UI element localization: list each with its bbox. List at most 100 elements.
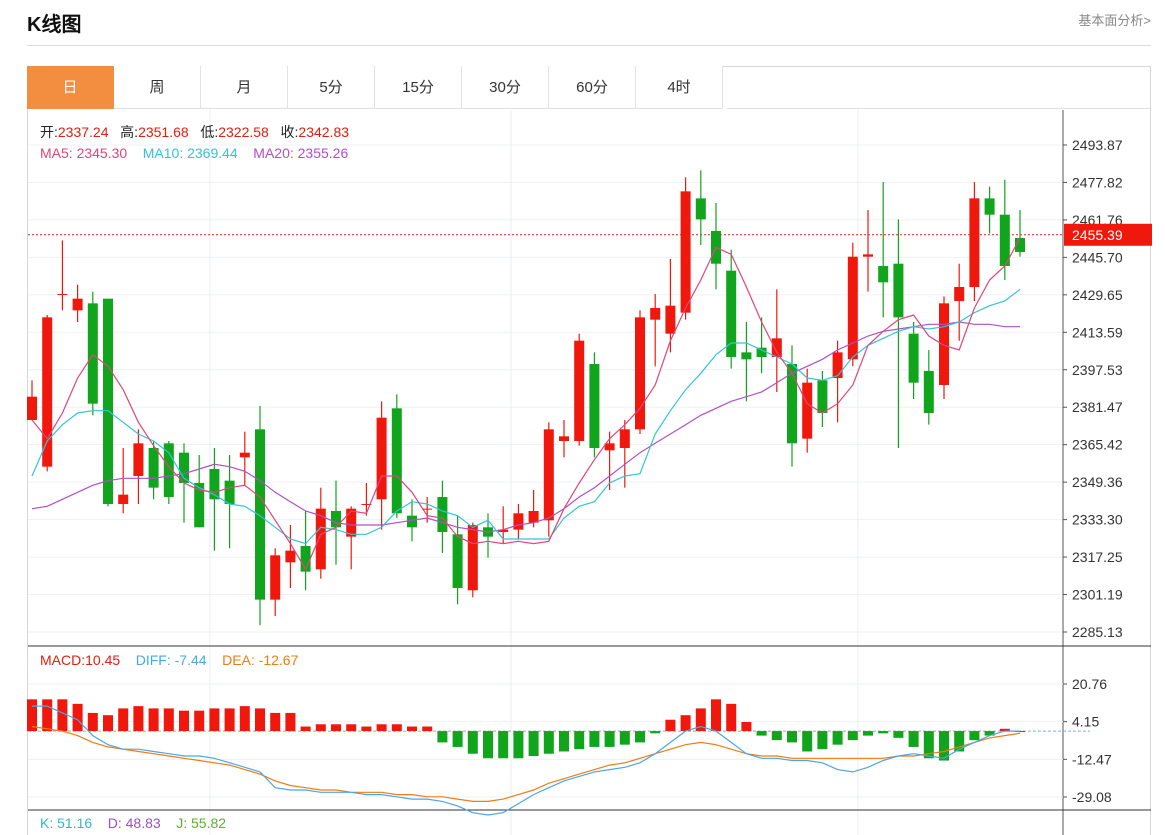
macd-bar — [589, 731, 600, 747]
price-tick-label: 2493.87 — [1072, 137, 1123, 153]
macd-tick-label: -29.08 — [1072, 789, 1112, 805]
macd-bar — [194, 710, 205, 732]
candle-body — [72, 298, 83, 311]
candle-body — [376, 417, 387, 500]
price-tick-label: 2381.47 — [1072, 399, 1123, 415]
candle-body — [923, 371, 934, 413]
tab-month[interactable]: 月 — [201, 66, 288, 109]
page-title: K线图 — [27, 14, 82, 36]
candle-body — [863, 254, 873, 257]
tab-60min[interactable]: 60分 — [549, 66, 636, 109]
candle-body — [741, 352, 752, 360]
dea-value: -12.67 — [258, 652, 299, 668]
tab-5min[interactable]: 5分 — [288, 66, 375, 109]
candle-body — [604, 443, 615, 451]
fundamentals-link[interactable]: 基本面分析> — [1078, 13, 1151, 28]
diff-line — [32, 705, 1020, 816]
macd-bar — [422, 726, 433, 732]
candle-body — [999, 214, 1010, 267]
candle-body — [893, 263, 904, 318]
d-label: D: — [107, 815, 122, 831]
price-tick-label: 2301.19 — [1072, 587, 1123, 603]
macd-bar — [315, 724, 326, 732]
price-tick-label: 2349.36 — [1072, 474, 1123, 490]
tab-15min[interactable]: 15分 — [375, 66, 462, 109]
dea-line — [31, 725, 1021, 803]
macd-bar — [452, 731, 463, 747]
candle-body — [361, 503, 372, 505]
candle-body — [498, 529, 509, 532]
candle-body — [756, 347, 767, 358]
macd-bar — [407, 726, 417, 732]
macd-bar — [559, 731, 569, 752]
j-label: J: — [176, 815, 188, 831]
tab-4hour[interactable]: 4时 — [636, 66, 723, 109]
candle-body — [300, 545, 311, 572]
candle-body — [908, 333, 919, 383]
macd-bar — [969, 731, 980, 741]
candle-body — [103, 298, 113, 504]
macd-bar — [27, 699, 37, 732]
macd-bar — [148, 708, 159, 732]
macd-bar — [908, 731, 919, 747]
d-value: 48.83 — [125, 815, 161, 831]
macd-bar — [711, 699, 721, 732]
macd-bar — [543, 731, 554, 754]
tab-day[interactable]: 日 — [27, 66, 114, 109]
candle-body — [619, 429, 630, 448]
candle-body — [635, 317, 645, 430]
macd-bar — [619, 731, 630, 745]
macd-bar — [467, 731, 478, 754]
dea-label: DEA: — [222, 652, 255, 668]
price-tick-label: 2285.13 — [1072, 624, 1123, 640]
macd-bar — [695, 708, 706, 732]
macd-bar — [832, 731, 843, 745]
candle-body — [42, 317, 53, 467]
macd-bar — [574, 731, 585, 750]
macd-label: MACD: — [40, 652, 86, 668]
candle-body — [969, 198, 980, 288]
candle-body — [939, 303, 949, 386]
macd-bar — [802, 731, 813, 752]
macd-bar — [300, 726, 311, 732]
macd-bar — [863, 731, 873, 736]
diff-value: -7.44 — [174, 652, 207, 668]
open-label: 开: — [40, 124, 58, 140]
macd-bar — [528, 731, 539, 757]
macd-legend: MACD:10.45 DIFF: -7.44 DEA: -12.67 — [40, 652, 298, 668]
candle-body — [1015, 238, 1025, 253]
macd-bar — [239, 706, 250, 732]
macd-bar — [756, 731, 767, 736]
tab-30min[interactable]: 30分 — [462, 66, 549, 109]
period-tabs: 日 周 月 5分 15分 30分 60分 4时 — [27, 66, 723, 109]
candle-body — [543, 429, 554, 521]
candle-body — [650, 308, 661, 320]
candle-body — [133, 443, 144, 476]
candle-body — [787, 364, 797, 444]
macd-bar — [483, 731, 493, 759]
macd-bar — [984, 731, 995, 736]
macd-bar — [376, 724, 387, 732]
ma20-value: 2355.26 — [297, 145, 349, 161]
candle-body — [163, 443, 174, 497]
candle-body — [726, 270, 737, 358]
candle-body — [315, 508, 326, 570]
candle-body — [589, 364, 600, 448]
candle-body — [832, 352, 843, 379]
j-value: 55.82 — [191, 815, 227, 831]
price-tick-label: 2333.30 — [1072, 512, 1123, 528]
ma10-value: 2369.44 — [187, 145, 238, 161]
ma10-line — [31, 288, 1021, 545]
candle-body — [954, 287, 965, 302]
macd-bar — [954, 731, 965, 752]
macd-bar — [513, 731, 524, 759]
open-value: 2337.24 — [57, 124, 109, 140]
macd-bar — [741, 721, 752, 732]
candle-body — [255, 429, 265, 600]
tab-week[interactable]: 周 — [114, 66, 201, 109]
macd-bar — [133, 706, 144, 732]
candle-body — [239, 452, 250, 458]
candle-body — [391, 408, 402, 514]
diff-label: DIFF: — [135, 652, 171, 668]
